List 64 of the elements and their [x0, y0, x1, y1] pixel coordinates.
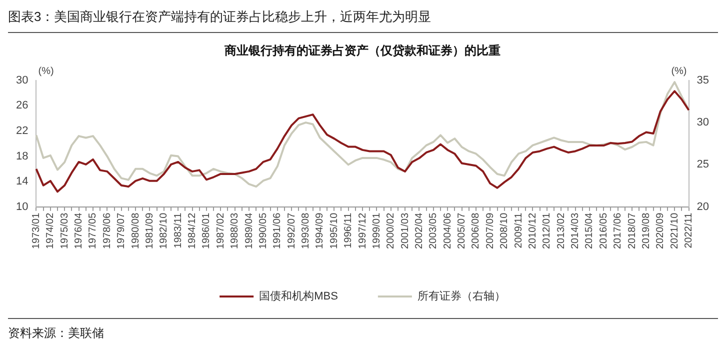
x-tick-label: 1995/10	[328, 212, 340, 250]
x-tick-label: 1973/01	[30, 212, 42, 250]
x-tick-label: 2013/02	[556, 212, 567, 250]
x-tick-label: 2021/10	[669, 212, 680, 250]
x-tick-label: 2004/06	[442, 212, 454, 250]
x-tick-label: 1994/09	[314, 212, 326, 250]
x-tick-label: 2018/07	[626, 212, 638, 250]
x-tick-label: 1979/07	[116, 212, 128, 250]
x-tick-label: 2001/03	[400, 212, 411, 250]
chart-title: 图表3：美国商业银行在资产端持有的证券占比稳步上升，近两年尤为明显	[8, 8, 718, 33]
x-tick-label: 2017/06	[612, 212, 624, 250]
y2-tick-label: 25	[696, 158, 710, 171]
x-tick-label: 2022/11	[684, 212, 695, 248]
x-tick-label: 1988/03	[230, 212, 241, 250]
x-tick-label: 2005/07	[456, 212, 468, 250]
x-tick-label: 2019/08	[640, 212, 652, 250]
x-tick-label: 1989/04	[244, 212, 255, 250]
x-tick-label: 1991/06	[272, 212, 284, 250]
x-tick-label: 1983/11	[172, 212, 184, 248]
x-tick-label: 2010/12	[527, 212, 538, 250]
x-tick-label: 1981/09	[144, 212, 156, 250]
y2-axis-title: (%)	[671, 66, 687, 78]
x-tick-label: 1977/05	[88, 212, 99, 250]
x-tick-label: 2009/11	[513, 212, 524, 248]
x-tick-label: 1978/06	[102, 212, 113, 250]
x-tick-label: 2002/04	[414, 212, 425, 250]
x-tick-label: 2016/05	[598, 212, 610, 250]
x-tick-label: 2015/04	[584, 212, 596, 250]
chart-subtitle: 商业银行持有的证券占资产（仅贷款和证券）的比重	[224, 44, 500, 58]
y2-tick-label: 35	[696, 74, 710, 86]
x-tick-label: 1987/02	[215, 212, 226, 250]
x-tick-label: 1975/03	[59, 212, 70, 250]
x-tick-label: 1992/07	[286, 212, 298, 250]
y-tick-label: 22	[16, 125, 28, 138]
y-tick-label: 26	[16, 100, 28, 112]
x-tick-label: 2014/03	[570, 212, 582, 250]
legend-label: 所有证券（右轴）	[417, 290, 506, 303]
y-tick-label: 10	[16, 200, 28, 213]
text: 资料来源：美联储	[8, 318, 718, 342]
x-tick-label: 1982/10	[158, 212, 170, 250]
x-tick-label: 2006/08	[470, 212, 482, 250]
x-tick-label: 1986/01	[201, 212, 212, 250]
x-tick-label: 2008/10	[499, 212, 510, 250]
x-tick-label: 2012/01	[542, 212, 553, 250]
x-tick-label: 1984/12	[187, 212, 198, 250]
x-tick-label: 1976/04	[74, 212, 85, 250]
x-tick-label: 1997/12	[357, 212, 368, 250]
x-tick-label: 2007/09	[484, 212, 496, 250]
y2-tick-label: 20	[696, 200, 710, 213]
x-tick-label: 1980/08	[130, 212, 142, 250]
legend-label: 国债和机构MBS	[259, 290, 338, 303]
x-tick-label: 2020/09	[655, 212, 666, 250]
y-tick-label: 30	[16, 74, 28, 86]
x-tick-label: 2003/05	[428, 212, 440, 250]
x-tick-label: 1996/11	[343, 212, 354, 248]
y-axis-title: (%)	[38, 66, 54, 78]
y-tick-label: 18	[16, 150, 28, 162]
y2-tick-label: 30	[696, 116, 710, 129]
x-tick-label: 1993/08	[300, 212, 312, 250]
x-tick-label: 1990/05	[258, 212, 269, 250]
x-tick-label: 1974/02	[45, 212, 56, 250]
y-tick-label: 14	[16, 176, 28, 188]
x-tick-label: 1999/01	[371, 212, 382, 250]
x-tick-label: 2000/02	[386, 212, 397, 250]
